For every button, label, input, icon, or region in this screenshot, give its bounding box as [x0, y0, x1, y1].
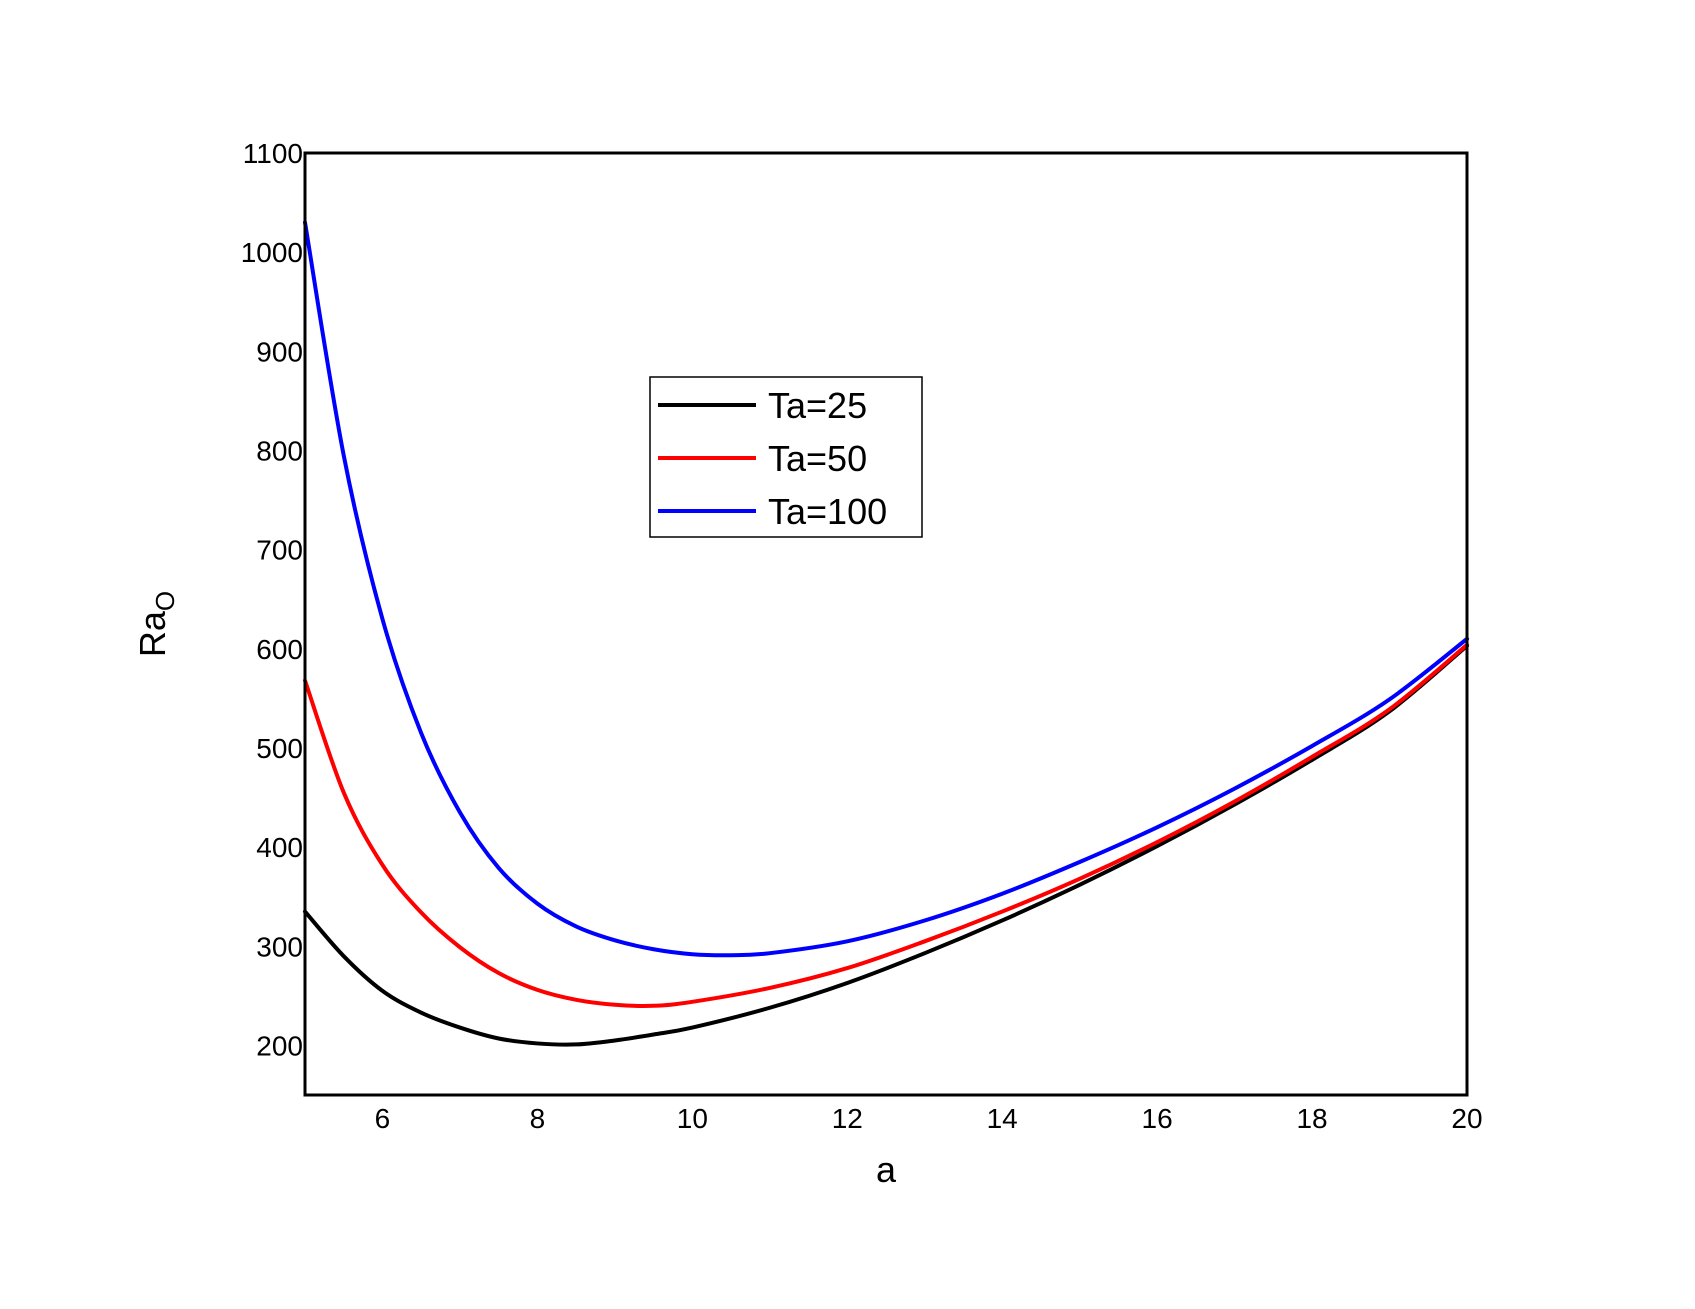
legend-label: Ta=100 [768, 491, 887, 532]
series-line-1 [303, 643, 1469, 1047]
legend: Ta=25 Ta=50 Ta=100 [649, 376, 923, 538]
legend-label: Ta=25 [768, 385, 867, 426]
x-tick-label: 18 [1296, 1103, 1327, 1134]
x-tick-label: 20 [1451, 1103, 1482, 1134]
series-line-2 [303, 642, 1469, 1008]
svg-text:RaO: RaO [132, 591, 180, 657]
y-tick-label: 200 [256, 1030, 303, 1061]
y-axis-label: RaO [132, 591, 180, 657]
legend-label: Ta=50 [768, 438, 867, 479]
y-axis-ticks: 200 300 400 500 600 700 800 900 1000 1100 [241, 138, 303, 1061]
x-tick-label: 14 [987, 1103, 1018, 1134]
series-line-3 [303, 220, 1469, 958]
y-tick-label: 800 [256, 435, 303, 466]
y-tick-label: 1000 [241, 237, 303, 268]
y-tick-label: 700 [256, 535, 303, 566]
x-axis-ticks: 6 8 10 12 14 16 18 20 [375, 1103, 1483, 1134]
y-tick-label: 600 [256, 634, 303, 665]
y-tick-label: 300 [256, 931, 303, 962]
x-tick-label: 6 [375, 1103, 391, 1134]
x-tick-label: 12 [832, 1103, 863, 1134]
series-layer [303, 220, 1469, 1047]
x-axis-label: a [876, 1149, 897, 1190]
y-tick-label: 1100 [243, 138, 303, 169]
plot-frame [303, 151, 1469, 1097]
x-tick-label: 8 [530, 1103, 546, 1134]
y-axis-label-subscript: O [150, 591, 180, 611]
y-tick-label: 900 [256, 336, 303, 367]
y-tick-label: 500 [256, 733, 303, 764]
y-axis-label-main: Ra [132, 610, 173, 657]
x-tick-label: 16 [1142, 1103, 1173, 1134]
y-tick-label: 400 [256, 832, 303, 863]
x-tick-label: 10 [677, 1103, 708, 1134]
